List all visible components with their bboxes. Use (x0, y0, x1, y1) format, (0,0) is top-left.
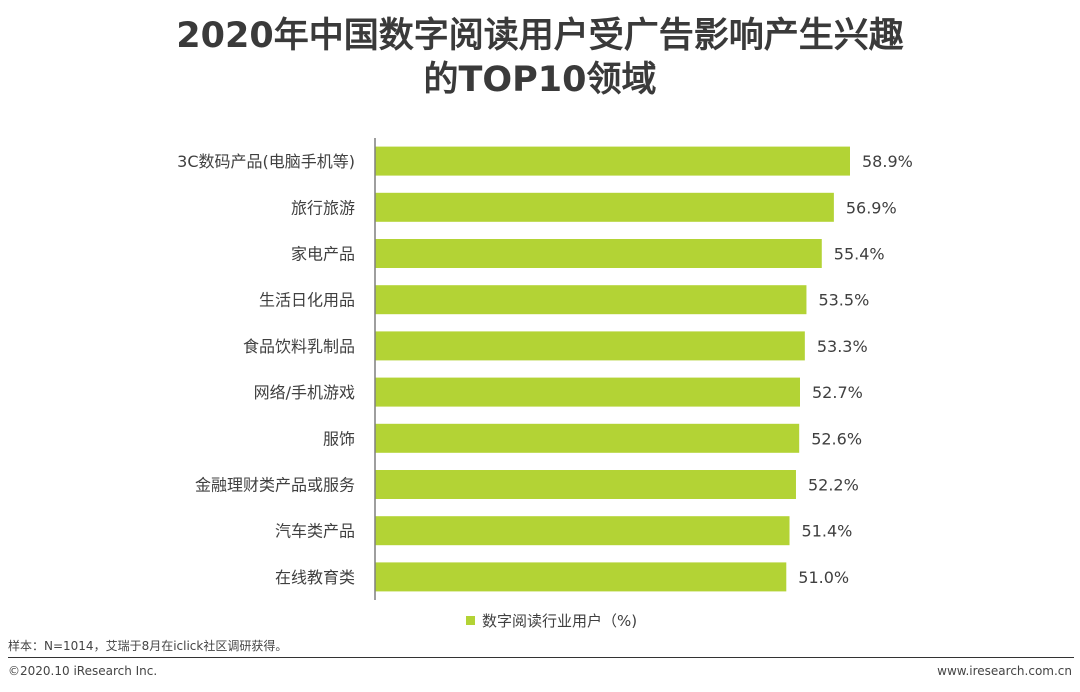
chart-title-line-1: 2020年中国数字阅读用户受广告影响产生兴趣 (176, 16, 904, 56)
category-label: 在线教育类 (275, 568, 355, 587)
category-label: 生活日化用品 (259, 291, 355, 310)
bar (375, 146, 850, 176)
bar (375, 470, 796, 499)
value-label: 51.4% (802, 522, 853, 541)
category-label: 金融理财类产品或服务 (195, 476, 355, 495)
legend-swatch (466, 616, 475, 625)
value-label: 56.9% (846, 198, 897, 217)
chart-title-line-2: 的TOP10领域 (423, 60, 657, 100)
bar (375, 423, 800, 453)
bar (375, 516, 790, 546)
value-label: 58.9% (862, 152, 913, 171)
category-label: 旅行旅游 (291, 198, 355, 217)
bar (375, 377, 800, 407)
category-label: 3C数码产品(电脑手机等) (177, 152, 355, 171)
bar (375, 562, 787, 592)
category-label: 汽车类产品 (275, 522, 355, 541)
category-label: 服饰 (323, 429, 355, 448)
copyright-text: ©2020.10 iResearch Inc. (8, 664, 158, 678)
source-note: 样本：N=1014，艾瑞于8月在iclick社区调研获得。 (8, 639, 288, 653)
category-label: 家电产品 (291, 245, 355, 264)
value-label: 52.7% (812, 383, 863, 402)
bar (375, 285, 807, 315)
value-label: 52.6% (811, 429, 862, 448)
footer-divider (8, 657, 1074, 658)
bar (375, 192, 834, 222)
website-url: www.iresearch.com.cn (937, 664, 1072, 678)
value-label: 52.2% (808, 476, 859, 495)
bar (375, 331, 805, 361)
value-label: 51.0% (798, 568, 849, 587)
legend-label: 数字阅读行业用户（%) (482, 612, 637, 630)
value-label: 53.5% (818, 291, 869, 310)
value-label: 53.3% (817, 337, 868, 356)
category-label: 食品饮料乳制品 (243, 337, 355, 356)
bar (375, 239, 822, 268)
value-label: 55.4% (834, 245, 885, 264)
chart-title: 2020年中国数字阅读用户受广告影响产生兴趣 的TOP10领域 (0, 14, 1080, 102)
category-label: 网络/手机游戏 (254, 383, 355, 402)
